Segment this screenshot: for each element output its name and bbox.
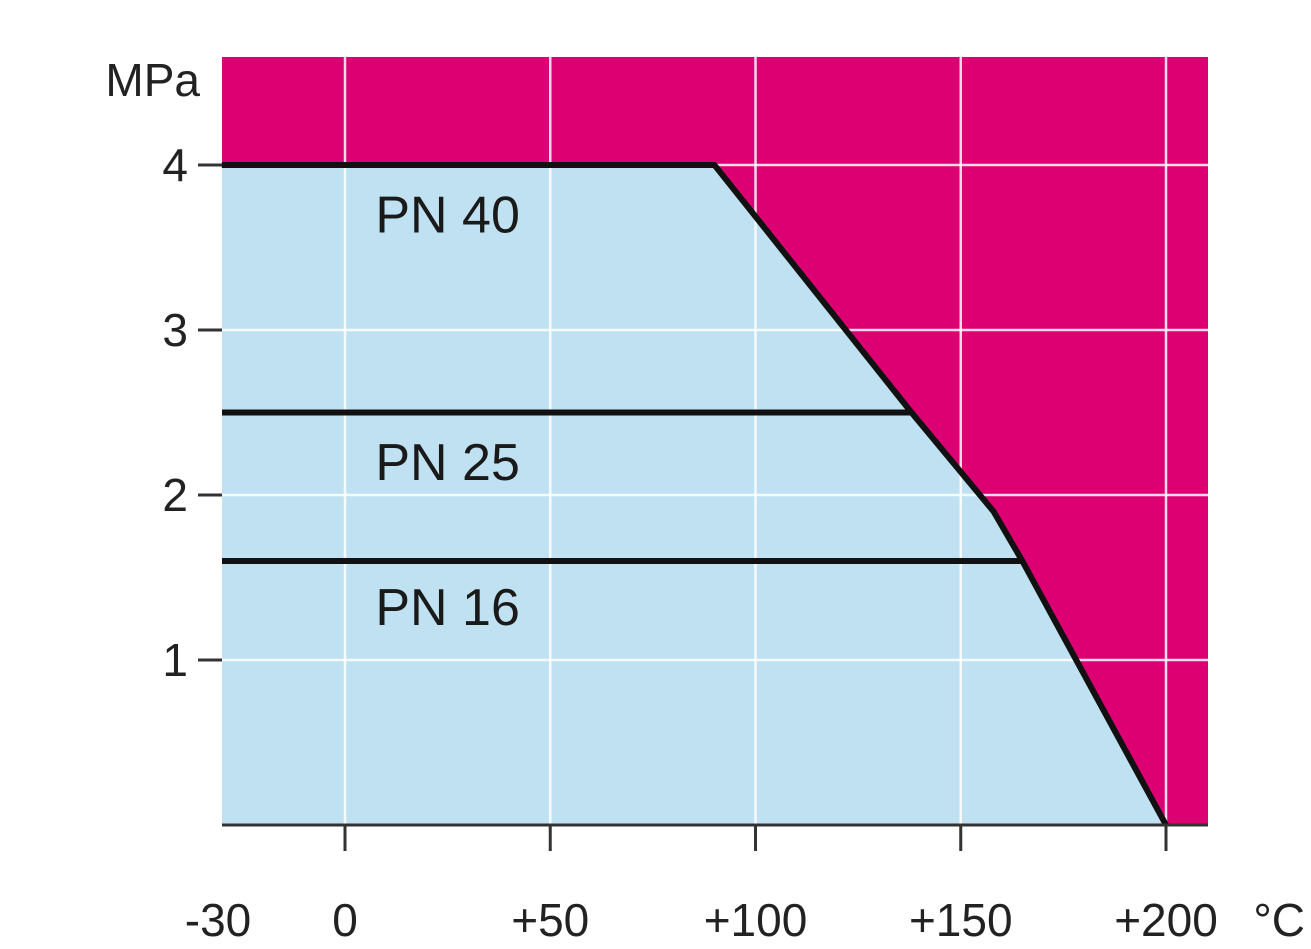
y-tick-label: 3: [162, 304, 188, 356]
x-axis-unit-label: °C: [1253, 894, 1305, 946]
axis-labels: MPa °C -30 0 +50 +100 +150 +200 1 2 3 4: [105, 54, 1305, 946]
x-tick-label: +200: [1114, 894, 1218, 946]
y-tick-label: 2: [162, 469, 188, 521]
x-tick-label: 0: [332, 894, 358, 946]
x-tick-label: +150: [909, 894, 1013, 946]
x-tick-label: -30: [185, 894, 251, 946]
y-tick-label: 1: [162, 634, 188, 686]
x-tick-label: +50: [511, 894, 589, 946]
axis-ticks: [198, 163, 1168, 851]
series-label: PN 25: [375, 434, 520, 492]
y-tick-label: 4: [162, 139, 188, 191]
series-label: PN 16: [375, 579, 520, 637]
x-tick-label: +100: [704, 894, 808, 946]
envelope-line: [221, 162, 1169, 827]
series-label: PN 40: [375, 187, 520, 245]
y-axis-unit-label: MPa: [105, 54, 200, 106]
